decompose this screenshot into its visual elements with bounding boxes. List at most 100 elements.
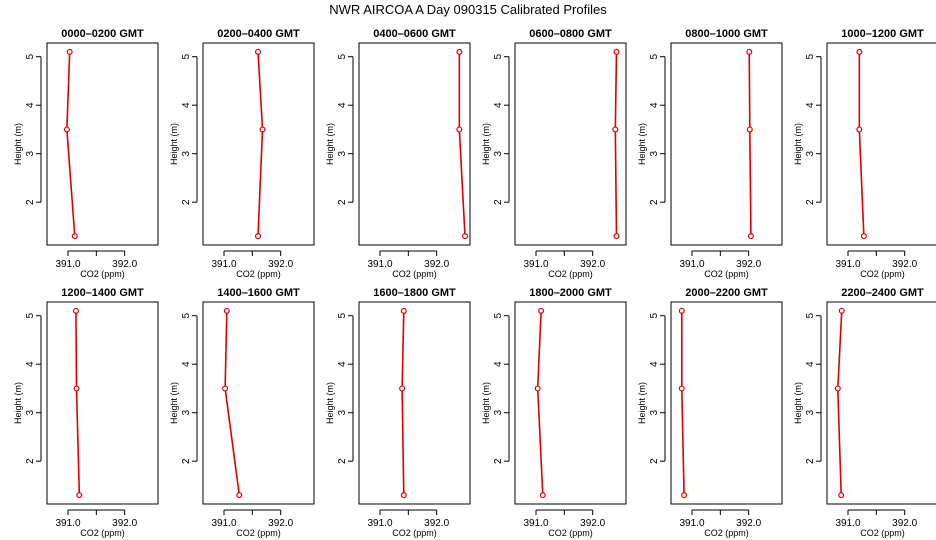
- plot-frame: [46, 301, 159, 505]
- profile-line: [536, 310, 544, 496]
- data-point: [860, 233, 867, 240]
- panel-title: 1000–1200 GMT: [841, 28, 924, 40]
- y-tick-label: 4: [493, 361, 504, 367]
- panel-title: 2200–2400 GMT: [841, 287, 924, 299]
- x-tick-label: 391.0: [523, 259, 548, 270]
- x-axis-label: CO2 (ppm): [80, 269, 125, 279]
- x-axis-label: CO2 (ppm): [548, 528, 593, 538]
- x-tick-label: 392.0: [892, 518, 917, 529]
- panel-title: 0000–0200 GMT: [61, 28, 144, 40]
- x-tick-label: 391.0: [367, 259, 392, 270]
- panel-title: 1800–2000 GMT: [529, 287, 612, 299]
- x-tick-label: 391.0: [523, 518, 548, 529]
- y-tick-label: 4: [337, 361, 348, 367]
- plot-frame: [358, 301, 471, 505]
- y-tick-label: 3: [25, 150, 36, 156]
- panel-title: 2000–2200 GMT: [685, 287, 768, 299]
- plot-frame: [202, 301, 315, 505]
- x-axis-label: CO2 (ppm): [548, 269, 593, 279]
- data-point: [678, 385, 685, 392]
- x-tick-label: 391.0: [679, 259, 704, 270]
- plot-frame: [514, 42, 627, 246]
- y-tick-label: 5: [337, 312, 348, 318]
- data-point: [63, 126, 70, 133]
- y-tick-label: 5: [649, 312, 660, 318]
- y-tick-label: 3: [649, 150, 660, 156]
- data-point: [222, 385, 229, 392]
- y-tick-label: 4: [25, 361, 36, 367]
- y-tick-label: 2: [337, 458, 348, 464]
- y-tick-label: 3: [493, 150, 504, 156]
- x-tick-label: 392.0: [736, 518, 761, 529]
- data-point: [399, 385, 406, 392]
- y-tick-label: 2: [337, 199, 348, 205]
- y-axis-label: Height (m): [481, 382, 491, 424]
- plot-frame: [514, 301, 627, 505]
- data-point: [400, 492, 407, 499]
- panel-title: 0600–0800 GMT: [529, 28, 612, 40]
- data-point: [834, 385, 841, 392]
- x-tick-label: 392.0: [424, 518, 449, 529]
- x-tick-label: 392.0: [736, 259, 761, 270]
- data-point: [66, 48, 73, 55]
- x-tick-label: 392.0: [112, 259, 137, 270]
- y-tick-label: 3: [805, 409, 816, 415]
- x-axis-label: CO2 (ppm): [392, 269, 437, 279]
- data-point: [747, 233, 754, 240]
- x-axis-label: CO2 (ppm): [704, 528, 749, 538]
- x-axis-label: CO2 (ppm): [80, 528, 125, 538]
- x-tick-label: 391.0: [835, 518, 860, 529]
- data-point: [73, 385, 80, 392]
- data-point: [678, 307, 685, 314]
- y-tick-label: 2: [649, 458, 660, 464]
- data-point: [746, 126, 753, 133]
- y-tick-label: 3: [337, 150, 348, 156]
- x-axis-label: CO2 (ppm): [704, 269, 749, 279]
- x-tick-label: 391.0: [679, 518, 704, 529]
- x-tick-label: 391.0: [835, 259, 860, 270]
- y-tick-label: 3: [493, 409, 504, 415]
- x-tick-label: 392.0: [424, 259, 449, 270]
- data-point: [76, 492, 83, 499]
- profile-line: [858, 51, 865, 237]
- y-tick-label: 4: [25, 102, 36, 108]
- y-tick-label: 5: [337, 53, 348, 59]
- data-point: [259, 126, 266, 133]
- y-tick-label: 5: [181, 53, 192, 59]
- x-axis-label: CO2 (ppm): [860, 528, 905, 538]
- y-tick-label: 5: [493, 53, 504, 59]
- profile-line: [224, 310, 241, 496]
- data-point: [400, 307, 407, 314]
- y-axis-label: Height (m): [325, 123, 335, 165]
- panel-title: 0400–0600 GMT: [373, 28, 456, 40]
- profile-line: [680, 310, 685, 496]
- data-point: [255, 233, 262, 240]
- data-point: [456, 126, 463, 133]
- y-axis-label: Height (m): [169, 382, 179, 424]
- x-tick-label: 392.0: [892, 259, 917, 270]
- data-point: [538, 307, 545, 314]
- profile-line: [614, 51, 618, 237]
- y-tick-label: 2: [805, 458, 816, 464]
- panel-title: 1400–1600 GMT: [217, 287, 300, 299]
- y-tick-label: 5: [805, 53, 816, 59]
- x-axis-label: CO2 (ppm): [860, 269, 905, 279]
- x-tick-label: 392.0: [268, 518, 293, 529]
- y-axis-label: Height (m): [793, 382, 803, 424]
- data-point: [223, 307, 230, 314]
- profile-line: [401, 310, 405, 496]
- y-tick-label: 4: [805, 102, 816, 108]
- data-point: [255, 48, 262, 55]
- y-tick-label: 4: [181, 361, 192, 367]
- data-point: [746, 48, 753, 55]
- x-axis-label: CO2 (ppm): [392, 528, 437, 538]
- x-tick-label: 392.0: [580, 259, 605, 270]
- y-tick-label: 4: [337, 102, 348, 108]
- y-tick-label: 4: [649, 102, 660, 108]
- data-point: [612, 126, 619, 133]
- data-point: [462, 233, 469, 240]
- y-axis-label: Height (m): [481, 123, 491, 165]
- data-point: [71, 233, 78, 240]
- profile-line: [836, 310, 843, 496]
- x-tick-label: 391.0: [55, 259, 80, 270]
